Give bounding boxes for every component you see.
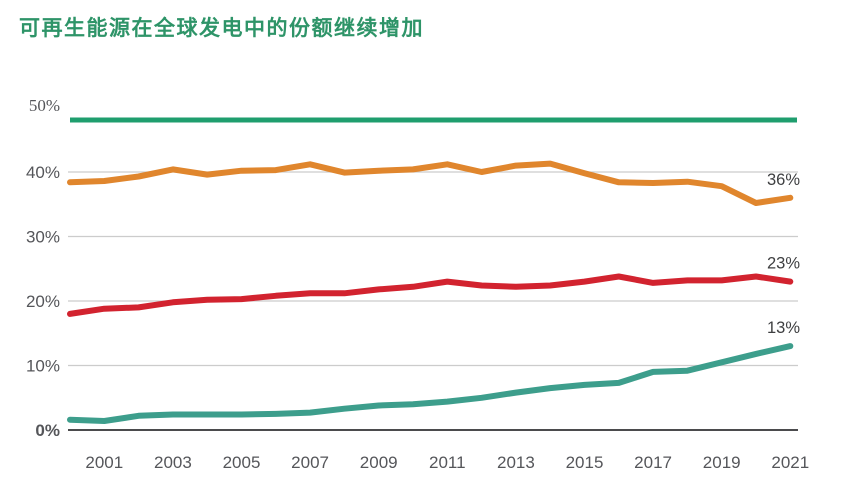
x-tick-label: 2011	[429, 453, 466, 472]
x-tick-label: 2017	[634, 453, 672, 472]
figure-title: 可再生能源在全球发电中的份额继续增加	[19, 17, 424, 40]
y-tick-label: 40%	[26, 163, 60, 182]
red-series-end-label: 23%	[767, 255, 800, 273]
x-tick-label: 2003	[154, 453, 192, 472]
y-tick-label: 50%	[29, 96, 60, 115]
y-tick-label: 20%	[26, 292, 60, 311]
teal-series-line	[67, 343, 794, 424]
orange-series-end-label: 36%	[767, 171, 800, 189]
x-tick-label: 2007	[291, 453, 329, 472]
x-tick-label: 2019	[703, 453, 741, 472]
x-tick-label: 2015	[566, 453, 604, 472]
y-tick-label: 30%	[26, 228, 60, 247]
y-tick-label: 10%	[26, 357, 60, 376]
x-tick-label: 2013	[497, 453, 535, 472]
x-tick-label: 2021	[771, 453, 809, 472]
orange-series-line	[67, 160, 794, 206]
x-tick-label: 2005	[223, 453, 261, 472]
red-series-line	[67, 273, 794, 317]
x-tick-label: 2009	[360, 453, 398, 472]
teal-series-end-label: 13%	[767, 319, 800, 337]
y-tick-label: 0%	[35, 421, 60, 440]
x-tick-label: 2001	[85, 453, 123, 472]
